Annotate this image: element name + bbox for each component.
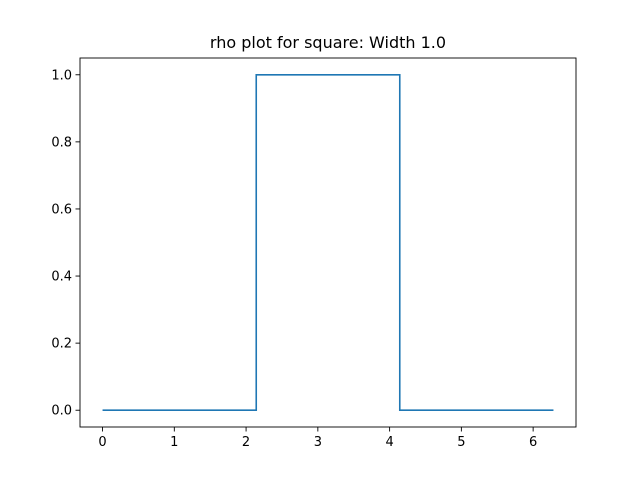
x-tick-label: 4 (385, 435, 393, 450)
y-tick-label: 0.6 (51, 202, 72, 217)
y-tick-label: 0.0 (51, 404, 72, 419)
y-tick-label: 0.8 (51, 135, 72, 150)
plot-area: 0 1 2 3 4 5 6 0.0 0.2 0.4 0.6 0.8 1.0 (51, 57, 577, 450)
series-line (102, 73, 554, 412)
x-tick-label: 0 (98, 435, 106, 450)
x-tick-label: 1 (170, 435, 178, 450)
y-tick-label: 1.0 (51, 68, 72, 83)
axes-frame (79, 57, 577, 428)
x-tick-label: 6 (529, 435, 537, 450)
x-tick-label: 3 (314, 435, 322, 450)
y-tick-label: 0.2 (51, 337, 72, 352)
x-tick-label: 2 (242, 435, 250, 450)
x-tick-label: 5 (457, 435, 465, 450)
chart-title: rho plot for square: Width 1.0 (210, 33, 446, 52)
y-tick-label: 0.4 (51, 270, 72, 285)
